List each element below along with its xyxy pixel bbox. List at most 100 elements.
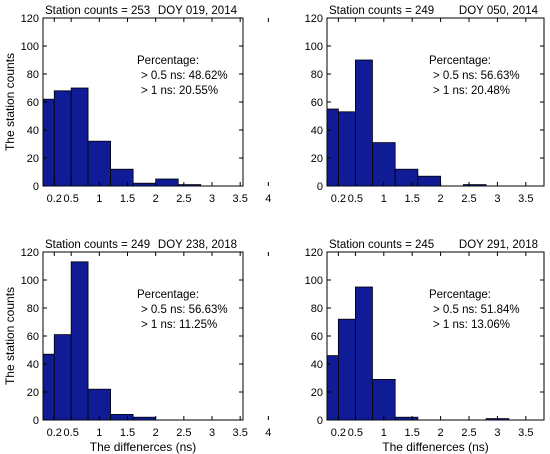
histogram-bar xyxy=(462,184,487,187)
panel-date: DOY 050, 2014 xyxy=(459,5,539,17)
histogram-bar xyxy=(326,108,339,187)
histogram-bar xyxy=(372,142,396,187)
y-tick-label: 40 xyxy=(311,125,323,137)
y-tick-label: 40 xyxy=(311,359,323,371)
x-tick-label: 0.2 xyxy=(47,193,62,205)
x-tick-label: 2 xyxy=(153,193,159,205)
y-tick-label: 20 xyxy=(311,387,323,399)
y-axis-label: The station counts xyxy=(3,53,17,151)
x-tick-label: 2 xyxy=(438,193,444,205)
panel-date: DOY 019, 2014 xyxy=(158,5,238,17)
x-tick-label: 2.5 xyxy=(176,427,191,439)
x-tick-label: 3.5 xyxy=(518,427,533,439)
y-tick-label: 0 xyxy=(317,415,323,427)
y-tick-label: 100 xyxy=(21,275,39,287)
histogram-bar xyxy=(337,318,356,421)
histogram-bar xyxy=(394,168,419,187)
histogram-bar xyxy=(337,111,356,187)
histogram-bar xyxy=(87,388,112,421)
y-tick-label: 80 xyxy=(27,303,39,315)
panel-4: 0204060801001200.20.511.522.533.54Statio… xyxy=(305,239,545,454)
y-tick-label: 20 xyxy=(27,387,39,399)
annotation-half-ns: > 0.5 ns: 48.62% xyxy=(141,70,228,82)
x-tick-label: 3 xyxy=(494,193,500,205)
annotation-heading: Percentage: xyxy=(429,289,491,301)
histogram-bar xyxy=(53,334,72,421)
y-tick-label: 120 xyxy=(305,13,323,25)
y-tick-label: 0 xyxy=(33,181,39,193)
annotation-one-ns: > 1 ns: 20.55% xyxy=(141,85,218,97)
histogram-bar xyxy=(87,140,112,187)
y-tick-label: 120 xyxy=(21,13,39,25)
x-tick-label: 2.5 xyxy=(461,193,476,205)
y-tick-label: 20 xyxy=(311,153,323,165)
y-tick-label: 100 xyxy=(21,41,39,53)
x-tick-label: 1 xyxy=(381,193,387,205)
annotation-one-ns: > 1 ns: 11.25% xyxy=(141,319,217,331)
x-tick-label: 3 xyxy=(209,427,215,439)
x-axis-label: The diffenerces (ns) xyxy=(382,440,489,454)
histogram-bar xyxy=(177,184,202,187)
annotation-one-ns: > 1 ns: 20.48% xyxy=(433,85,510,97)
y-tick-label: 60 xyxy=(27,331,39,343)
x-tick-label: 2 xyxy=(438,427,444,439)
panel-title: Station counts = 245 xyxy=(329,239,434,251)
panel-date: DOY 291, 2018 xyxy=(459,239,538,251)
x-tick-label: 1 xyxy=(381,427,387,439)
histogram-bar xyxy=(355,59,373,187)
x-tick-label: 2 xyxy=(153,427,159,439)
y-tick-label: 80 xyxy=(27,69,39,81)
y-tick-label: 80 xyxy=(311,69,323,81)
histogram-bar xyxy=(42,98,55,187)
x-tick-label: 3.5 xyxy=(233,427,248,439)
histogram-bar xyxy=(53,90,72,187)
x-axis-label: The diffenerces (ns) xyxy=(90,440,197,454)
panel-date: DOY 238, 2018 xyxy=(158,239,237,251)
histogram-bar xyxy=(110,413,134,421)
panel-title: Station counts = 249 xyxy=(45,239,150,251)
x-tick-label: 1.5 xyxy=(405,193,420,205)
annotation-heading: Percentage: xyxy=(137,289,199,301)
x-tick-label: 0.5 xyxy=(64,193,79,205)
x-tick-label: 1.5 xyxy=(120,427,135,439)
y-tick-label: 100 xyxy=(305,275,323,287)
x-tick-label: 3 xyxy=(494,427,500,439)
y-tick-label: 60 xyxy=(27,97,39,109)
x-tick-label: 1 xyxy=(96,427,102,439)
y-tick-label: 40 xyxy=(27,359,39,371)
y-axis-label: The station counts xyxy=(3,287,17,385)
x-tick-label: 1 xyxy=(96,193,102,205)
y-tick-label: 100 xyxy=(305,41,323,53)
histogram-bar xyxy=(70,87,89,187)
x-tick-label: 0.2 xyxy=(331,193,346,205)
x-tick-label: 3 xyxy=(209,193,215,205)
annotation-heading: Percentage: xyxy=(137,55,199,67)
panel-2: 0204060801001200.20.511.522.533.54Statio… xyxy=(305,5,545,205)
y-tick-label: 60 xyxy=(311,97,323,109)
histogram-bar xyxy=(155,178,179,187)
y-tick-label: 60 xyxy=(311,331,323,343)
x-tick-label: 2.5 xyxy=(461,427,476,439)
histogram-bar xyxy=(110,168,134,187)
x-tick-label: 4 xyxy=(265,427,271,439)
x-tick-label: 0.5 xyxy=(64,427,79,439)
y-tick-label: 0 xyxy=(33,415,39,427)
histogram-bar xyxy=(394,416,419,421)
x-tick-label: 3.5 xyxy=(233,193,248,205)
y-tick-label: 0 xyxy=(317,181,323,193)
annotation-one-ns: > 1 ns: 13.06% xyxy=(433,319,510,331)
x-tick-label: 0.2 xyxy=(331,427,346,439)
x-tick-label: 2.5 xyxy=(176,193,191,205)
annotation-half-ns: > 0.5 ns: 51.84% xyxy=(433,304,520,316)
panel-3: 0 20 40 60 80 100 120 0.2 0.5 1 1.5 2 2.5 3 3.5 4 Statio… xyxy=(3,239,271,454)
x-tick-label: 4 xyxy=(265,193,271,205)
histogram-bar xyxy=(417,175,442,187)
x-tick-label: 0.5 xyxy=(348,427,363,439)
x-tick-label: 3.5 xyxy=(518,193,533,205)
histogram-bar xyxy=(132,416,157,421)
histogram-bar xyxy=(70,261,89,421)
x-tick-label: 1.5 xyxy=(120,193,135,205)
y-tick-label: 80 xyxy=(311,303,323,315)
annotation-heading: Percentage: xyxy=(429,55,491,67)
